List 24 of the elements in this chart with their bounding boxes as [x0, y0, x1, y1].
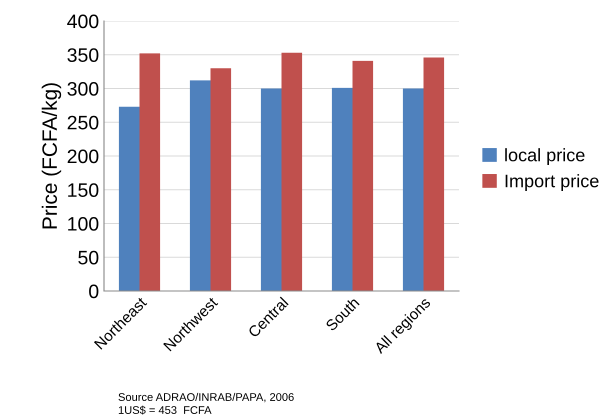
bar: [140, 53, 160, 291]
bar: [190, 80, 210, 291]
bar: [424, 57, 444, 291]
source-note: Source ADRAO/INRAB/PAPA, 2006: [118, 392, 294, 402]
y-axis-title: Price (FCFA/kg): [42, 83, 62, 228]
y-tick-label: 50: [78, 250, 98, 264]
legend-label: local price: [505, 148, 584, 165]
text: 1US$ = 453 FCFA: [118, 406, 212, 415]
bar: [352, 60, 374, 291]
legend-label: Import price: [506, 174, 599, 191]
y-tick-label: 100: [68, 216, 98, 231]
bar: [282, 52, 302, 291]
bar: [260, 88, 282, 291]
y-tick-label: 200: [68, 149, 98, 164]
bar: [332, 88, 352, 291]
y-tick-label: 0: [89, 284, 98, 298]
bar: [118, 106, 140, 291]
y-tick-label: 400: [67, 14, 98, 28]
y-tick-label: 300: [67, 82, 98, 96]
bar: [402, 88, 424, 291]
y-tick-label: 350: [67, 48, 98, 62]
bar: [210, 68, 232, 291]
y-tick-label: 150: [68, 183, 98, 197]
y-tick-label: 250: [68, 116, 98, 130]
